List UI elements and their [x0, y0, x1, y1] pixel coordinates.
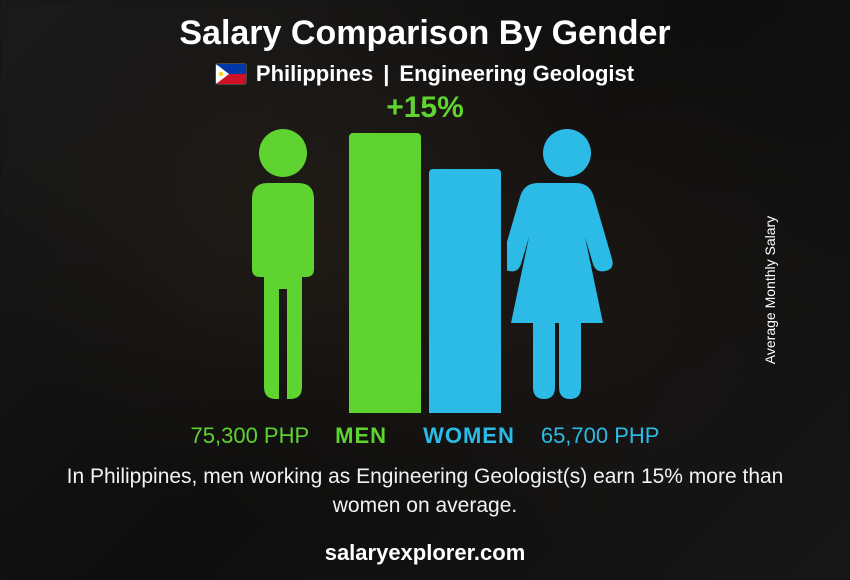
difference-badge: +15%	[386, 91, 464, 125]
chart-area: +15%	[0, 91, 850, 413]
women-group	[429, 123, 627, 413]
subtitle-role: Engineering Geologist	[399, 61, 634, 87]
page-title: Salary Comparison By Gender	[179, 14, 670, 53]
men-label: MEN	[335, 423, 387, 449]
subtitle-separator: |	[383, 61, 389, 87]
subtitle-row: Philippines | Engineering Geologist	[216, 61, 634, 87]
description-text: In Philippines, men working as Engineeri…	[35, 463, 815, 520]
women-label: WOMEN	[423, 423, 515, 449]
men-bar	[349, 133, 421, 413]
women-bar	[429, 169, 501, 413]
female-figure-icon	[507, 123, 627, 413]
men-segment: 75,300 PHP MEN	[191, 423, 388, 449]
subtitle-country: Philippines	[256, 61, 373, 87]
women-salary: 65,700 PHP	[541, 423, 660, 449]
men-salary: 75,300 PHP	[191, 423, 310, 449]
philippines-flag-icon	[216, 64, 246, 84]
men-group	[223, 123, 421, 413]
women-segment: WOMEN 65,700 PHP	[423, 423, 659, 449]
labels-row: 75,300 PHP MEN WOMEN 65,700 PHP	[0, 423, 850, 449]
male-figure-icon	[223, 123, 343, 413]
source-domain: salaryexplorer.com	[325, 540, 526, 566]
spacer	[395, 423, 415, 449]
y-axis-label: Average Monthly Salary	[762, 216, 778, 364]
content-wrapper: Salary Comparison By Gender Philippines …	[0, 0, 850, 580]
